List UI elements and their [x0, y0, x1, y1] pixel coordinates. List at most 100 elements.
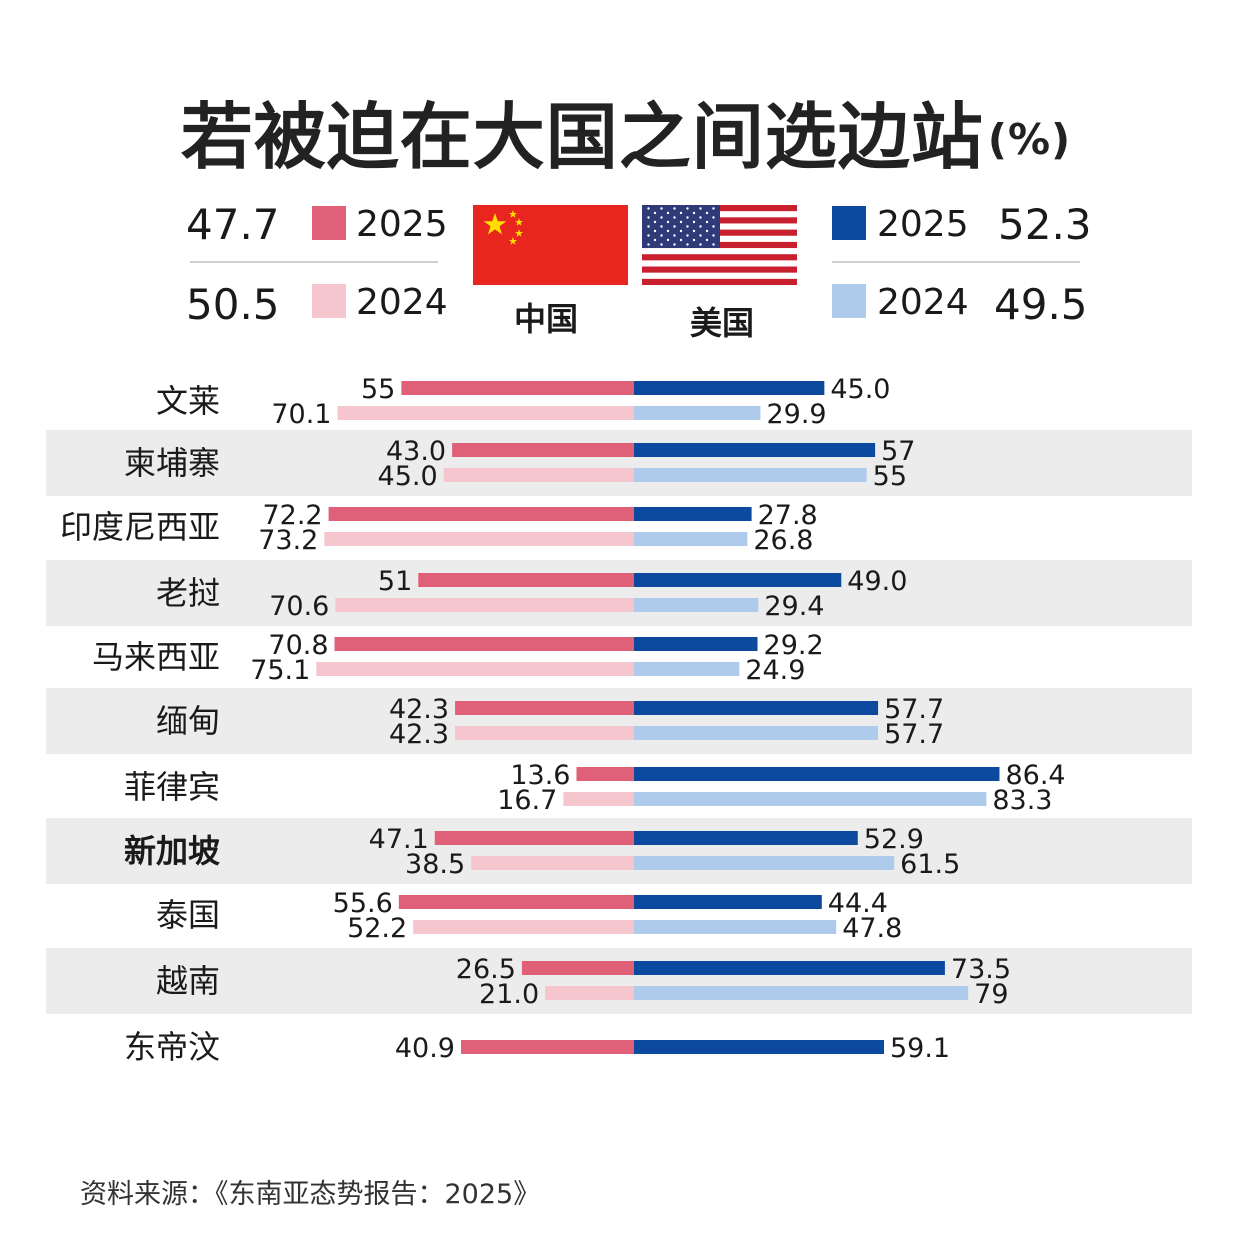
row-band — [46, 818, 1192, 884]
data-label: 16.7 — [497, 785, 557, 816]
data-label: 83.3 — [992, 785, 1052, 816]
bar — [576, 767, 634, 781]
data-label: 29.4 — [764, 591, 824, 622]
data-label: 52.2 — [347, 913, 407, 944]
data-label: 29.2 — [764, 630, 824, 661]
data-label: 61.5 — [900, 849, 960, 880]
data-label: 29.9 — [766, 399, 826, 430]
bar — [434, 831, 634, 845]
data-label: 26.5 — [456, 954, 516, 985]
data-label: 55.6 — [333, 888, 393, 919]
data-label: 45.0 — [378, 461, 438, 492]
bar — [401, 381, 634, 395]
bar — [634, 662, 740, 676]
category-label: 越南 — [156, 962, 220, 1000]
chart-title: 若被迫在大国之间选边站(%) — [0, 78, 1252, 183]
data-label: 27.8 — [758, 500, 818, 531]
bar — [634, 381, 825, 395]
bar — [455, 701, 634, 715]
category-label: 老挝 — [156, 574, 220, 612]
china-2025-swatch — [312, 206, 346, 240]
data-label: 57.7 — [884, 694, 944, 725]
data-label: 47.1 — [369, 824, 429, 855]
bar — [335, 598, 634, 612]
data-label: 42.3 — [389, 719, 449, 750]
bar — [634, 961, 945, 975]
bar — [634, 986, 969, 1000]
data-label: 21.0 — [479, 979, 539, 1010]
bar — [634, 831, 858, 845]
data-label: 38.5 — [405, 849, 465, 880]
data-label: 73.5 — [951, 954, 1011, 985]
row-band — [46, 688, 1192, 754]
bar — [634, 792, 987, 806]
bar — [634, 1040, 884, 1054]
data-label: 13.6 — [510, 760, 570, 791]
bar — [634, 701, 879, 715]
data-label: 72.2 — [262, 500, 322, 531]
usa-2025-year: 2025 — [877, 204, 969, 245]
data-label: 24.9 — [745, 655, 805, 686]
data-label: 55 — [873, 461, 907, 492]
china-2025-year: 2025 — [356, 204, 448, 245]
bar — [418, 573, 634, 587]
bar — [634, 767, 1000, 781]
data-label: 51 — [378, 566, 412, 597]
bar — [324, 532, 634, 546]
data-label: 47.8 — [842, 913, 902, 944]
china-label: 中国 — [514, 300, 579, 338]
bar — [460, 1040, 634, 1054]
china-2024-year: 2024 — [356, 282, 448, 323]
data-label: 79 — [974, 979, 1008, 1010]
data-label: 26.8 — [753, 525, 813, 556]
data-label: 55 — [361, 374, 395, 405]
china-2024-total: 50.5 — [186, 280, 280, 329]
bar — [634, 507, 752, 521]
legend-divider-right — [832, 261, 1080, 263]
category-label: 菲律宾 — [124, 768, 220, 806]
legend-divider-left — [190, 261, 438, 263]
row-band — [46, 560, 1192, 626]
data-label: 45.0 — [830, 374, 890, 405]
bar — [563, 792, 634, 806]
bar — [634, 856, 895, 870]
usa-2024-year: 2024 — [877, 282, 969, 323]
data-label: 70.8 — [268, 630, 328, 661]
bar — [334, 637, 634, 651]
bar — [634, 637, 758, 651]
data-label: 40.9 — [395, 1033, 455, 1064]
data-label: 59.1 — [890, 1033, 950, 1064]
bar — [452, 443, 634, 457]
bar — [634, 532, 748, 546]
category-label: 马来西亚 — [92, 638, 220, 676]
bar — [443, 468, 634, 482]
bar — [634, 598, 759, 612]
bar — [337, 406, 634, 420]
usa-flag-icon — [642, 205, 797, 285]
usa-2025-total: 52.3 — [998, 200, 1092, 249]
bar — [521, 961, 634, 975]
data-label: 70.6 — [269, 591, 329, 622]
usa-2024-swatch — [832, 284, 866, 318]
category-label: 印度尼西亚 — [60, 508, 220, 546]
data-label: 42.3 — [389, 694, 449, 725]
china-flag-icon — [473, 205, 628, 285]
china-2024-swatch — [312, 284, 346, 318]
data-label: 49.0 — [847, 566, 907, 597]
usa-2025-swatch — [832, 206, 866, 240]
bar — [413, 920, 634, 934]
data-label: 52.9 — [864, 824, 924, 855]
data-label: 43.0 — [386, 436, 446, 467]
bar — [455, 726, 634, 740]
bar — [634, 920, 837, 934]
bar — [634, 406, 761, 420]
category-label: 缅甸 — [156, 702, 220, 740]
bar — [316, 662, 634, 676]
bar — [634, 468, 867, 482]
bar — [634, 443, 876, 457]
data-label: 70.1 — [271, 399, 331, 430]
bar — [545, 986, 634, 1000]
bar — [634, 573, 842, 587]
category-label: 文莱 — [156, 382, 220, 420]
